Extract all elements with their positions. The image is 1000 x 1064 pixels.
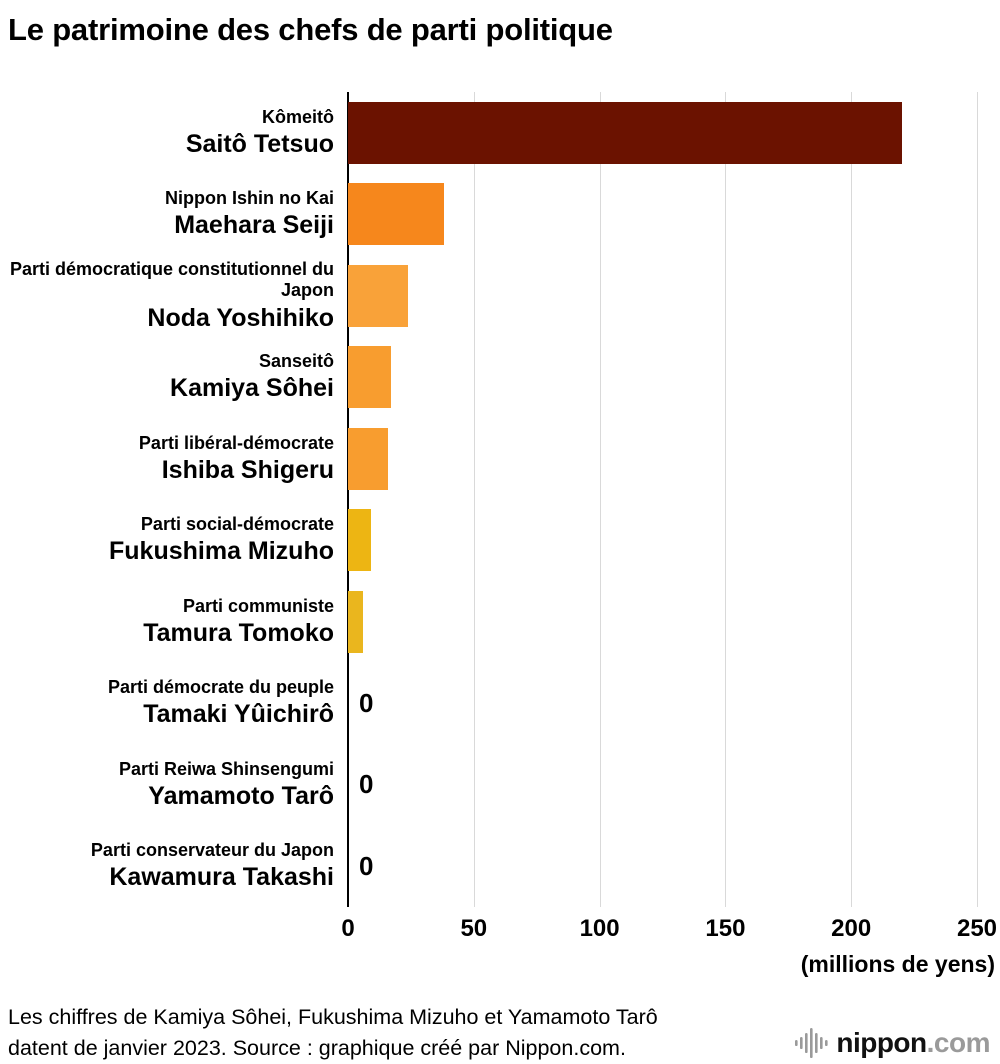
- chart-rows: Kômeitô Saitô Tetsuo Nippon Ishin no Kai Ma…: [0, 92, 1000, 907]
- bar: [348, 590, 364, 653]
- bar-cell: [348, 581, 977, 663]
- bar: [348, 101, 902, 164]
- chart-row: Parti libéral-démocrate Ishiba Shigeru: [0, 418, 1000, 500]
- row-label: Parti démocratique constitutionnel du Ja…: [0, 259, 348, 332]
- leader-name: Fukushima Mizuho: [109, 537, 334, 566]
- page-title: Le patrimoine des chefs de parti politiq…: [8, 12, 613, 47]
- chart-row: Parti Reiwa Shinsengumi Yamamoto Tarô 0: [0, 744, 1000, 826]
- x-axis: 0 50 100 150 200 250: [341, 907, 997, 949]
- source-note-line1: Les chiffres de Kamiya Sôhei, Fukushima …: [8, 1005, 658, 1029]
- leader-name: Ishiba Shigeru: [161, 455, 334, 484]
- party-label: Parti libéral-démocrate: [138, 432, 334, 453]
- chart-row: Parti démocratique constitutionnel du Ja…: [0, 255, 1000, 337]
- bar-cell: [348, 92, 977, 174]
- bar: [348, 183, 444, 246]
- leader-name: Tamura Tomoko: [143, 618, 334, 647]
- x-tick-label: 50: [460, 915, 488, 942]
- chart-row: Parti démocrate du peuple Tamaki Yûichirô…: [0, 663, 1000, 745]
- zero-value-label: 0: [359, 850, 374, 881]
- leader-name: Kamiya Sôhei: [170, 374, 334, 403]
- row-label: Parti conservateur du Japon Kawamura Taka…: [0, 840, 348, 892]
- row-label: Sanseitô Kamiya Sôhei: [0, 351, 348, 403]
- bar-cell: 0: [348, 744, 977, 826]
- chart-row: Parti communiste Tamura Tomoko: [0, 581, 1000, 663]
- grid-line: [599, 92, 601, 907]
- bar: [348, 346, 391, 409]
- row-label: Parti Reiwa Shinsengumi Yamamoto Tarô: [0, 759, 348, 811]
- bar-cell: 0: [348, 826, 977, 908]
- zero-value-label: 0: [359, 769, 374, 800]
- party-label: Parti communiste: [182, 595, 334, 616]
- chart-row: Nippon Ishin no Kai Maehara Seiji: [0, 174, 1000, 256]
- logo-tld: .com: [926, 1027, 991, 1059]
- row-label: Nippon Ishin no Kai Maehara Seiji: [0, 188, 348, 240]
- party-label: Parti démocrate du peuple: [107, 677, 334, 698]
- chart-row: Kômeitô Saitô Tetsuo: [0, 92, 1000, 174]
- grid-line: [725, 92, 727, 907]
- chart-row: Parti conservateur du Japon Kawamura Taka…: [0, 826, 1000, 908]
- bar-cell: [348, 500, 977, 582]
- chart-row: Sanseitô Kamiya Sôhei: [0, 337, 1000, 419]
- x-tick-label: 100: [579, 915, 620, 942]
- source-note: Les chiffres de Kamiya Sôhei, Fukushima …: [8, 1002, 658, 1063]
- row-label: Parti libéral-démocrate Ishiba Shigeru: [0, 433, 348, 485]
- party-label: Parti conservateur du Japon: [90, 840, 334, 861]
- bar: [348, 427, 389, 490]
- party-label: Kômeitô: [262, 106, 334, 127]
- grid-line: [473, 92, 475, 907]
- leader-name: Noda Yoshihiko: [147, 303, 334, 332]
- chart-row: Parti social-démocrate Fukushima Mizuho: [0, 500, 1000, 582]
- leader-name: Kawamura Takashi: [109, 863, 334, 892]
- nippon-logo-icon: [795, 1028, 828, 1059]
- leader-name: Maehara Seiji: [174, 211, 334, 240]
- party-label: Nippon Ishin no Kai: [165, 188, 334, 209]
- row-label: Kômeitô Saitô Tetsuo: [0, 107, 348, 159]
- leader-name: Yamamoto Tarô: [148, 781, 334, 810]
- bar-cell: [348, 418, 977, 500]
- bar: [348, 264, 409, 327]
- bar-cell: 0: [348, 663, 977, 745]
- grid-line: [977, 92, 978, 907]
- party-label: Parti social-démocrate: [140, 514, 334, 535]
- leader-name: Tamaki Yûichirô: [143, 700, 334, 729]
- leader-name: Saitô Tetsuo: [185, 129, 334, 158]
- party-label: Parti démocratique constitutionnel du Ja…: [9, 259, 334, 301]
- axis-zero-line: [347, 92, 349, 907]
- bar-cell: [348, 255, 977, 337]
- source-note-line2: datent de janvier 2023. Source : graphiq…: [8, 1035, 626, 1060]
- party-label: Parti Reiwa Shinsengumi: [118, 758, 334, 779]
- row-label: Parti démocrate du peuple Tamaki Yûichirô: [0, 677, 348, 729]
- logo-brand-text: nippon.com: [836, 1027, 990, 1059]
- party-label: Sanseitô: [258, 351, 334, 372]
- x-tick-label: 200: [831, 915, 872, 942]
- x-tick-label: 150: [705, 915, 746, 942]
- bar-cell: [348, 337, 977, 419]
- axis-unit-label: (millions de yens): [800, 951, 995, 977]
- bar: [348, 509, 371, 572]
- bar-chart: Kômeitô Saitô Tetsuo Nippon Ishin no Kai Ma…: [0, 92, 1000, 978]
- row-label: Parti social-démocrate Fukushima Mizuho: [0, 514, 348, 566]
- x-tick-label: 250: [956, 915, 998, 942]
- gridlines: [347, 92, 978, 907]
- logo-name: nippon: [836, 1027, 927, 1059]
- zero-value-label: 0: [359, 687, 374, 718]
- bar-cell: [348, 174, 977, 256]
- x-tick-label: 0: [341, 915, 355, 942]
- grid-line: [851, 92, 853, 907]
- nippon-logo: nippon.com: [795, 1027, 992, 1063]
- row-label: Parti communiste Tamura Tomoko: [0, 596, 348, 648]
- chart-footer: Les chiffres de Kamiya Sôhei, Fukushima …: [0, 1002, 1000, 1063]
